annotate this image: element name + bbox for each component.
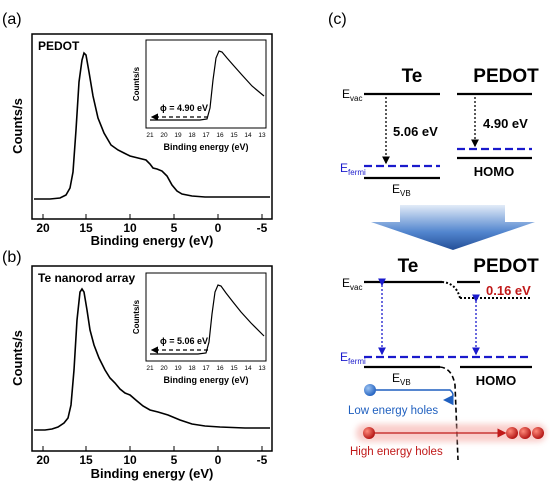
sample-label: PEDOT [38, 39, 80, 53]
x-tick-label: 20 [36, 221, 50, 235]
inset-tick: 15 [230, 365, 238, 372]
pedot-label: PEDOT [473, 256, 539, 277]
evac-label: Evac [342, 87, 362, 103]
spectrum-b: Te nanorod array Counts/s Binding energy… [10, 265, 273, 481]
x-tick-label: 20 [36, 453, 50, 467]
phi-label: ϕ = 4.90 eV [160, 103, 208, 113]
inset-tick: 18 [188, 132, 196, 139]
inset-tick: 17 [202, 132, 210, 139]
homo-label: HOMO [476, 373, 516, 388]
band-diagram-after: Te PEDOT Evac 0.16 eV Efermi EVB HOMO Lo… [340, 256, 546, 461]
inset-tick: 16 [216, 365, 224, 372]
inset-frame [145, 39, 267, 129]
inset-tick: 19 [174, 365, 182, 372]
pedot-wf-value: 4.90 eV [483, 116, 528, 131]
inset-tick: 21 [146, 132, 154, 139]
te-label: Te [398, 256, 419, 277]
x-axis-label: Binding energy (eV) [91, 233, 214, 248]
inset-a: Counts/s Binding energy (eV) 21 20 19 18… [132, 39, 267, 152]
x-tick-labels: 20 15 10 5 0 -5 [36, 221, 267, 235]
high-energy-hole [532, 427, 544, 439]
te-wf-value: 5.06 eV [393, 124, 438, 139]
panel-label-c: (c) [328, 11, 347, 28]
evac-label: Evac [342, 276, 362, 292]
x-tick-label: 0 [215, 221, 222, 235]
x-tick-label: 5 [171, 453, 178, 467]
x-tick-labels: 20 15 10 5 0 -5 [36, 453, 267, 467]
low-holes-label: Low energy holes [348, 405, 438, 417]
high-energy-hole [519, 427, 531, 439]
phi-label: ϕ = 5.06 eV [160, 336, 208, 346]
evac-bend [441, 281, 461, 299]
inset-tick: 17 [202, 365, 210, 372]
x-tick-label: -5 [257, 453, 268, 467]
efermi-label: Efermi [340, 350, 366, 366]
panel-label-a: (a) [2, 11, 22, 28]
x-tick-label: -5 [257, 221, 268, 235]
inset-x-label: Binding energy (eV) [163, 375, 248, 385]
sample-label: Te nanorod array [38, 271, 135, 285]
inset-tick: 18 [188, 365, 196, 372]
pedot-label: PEDOT [473, 66, 539, 87]
high-energy-hole [363, 427, 375, 439]
x-tick-label: 10 [123, 453, 137, 467]
efermi-label: Efermi [340, 161, 366, 177]
inset-y-label: Counts/s [132, 299, 141, 334]
inset-tick: 19 [174, 132, 182, 139]
high-holes-label: High energy holes [350, 446, 443, 458]
inset-tick: 13 [258, 365, 266, 372]
x-ticks [42, 214, 263, 219]
panel-label-b: (b) [2, 249, 22, 266]
x-tick-label: 5 [171, 221, 178, 235]
x-tick-label: 0 [215, 453, 222, 467]
low-energy-hole [364, 384, 376, 396]
plot-frame [31, 33, 273, 220]
inset-tick: 13 [258, 132, 266, 139]
inset-curve [150, 284, 265, 355]
x-tick-label: 10 [123, 221, 137, 235]
plot-frame [31, 265, 273, 452]
evb-label: EVB [392, 371, 411, 387]
x-ticks [42, 446, 263, 451]
shift-value: 0.16 eV [486, 283, 531, 298]
inset-tick: 15 [230, 132, 238, 139]
te-label: Te [402, 66, 423, 87]
low-energy-hole-path [376, 389, 454, 406]
inset-tick: 14 [244, 365, 252, 372]
inset-tick: 20 [160, 365, 168, 372]
inset-tick: 14 [244, 132, 252, 139]
spectrum-curve [34, 51, 270, 200]
vb-bend [439, 366, 459, 461]
inset-y-label: Counts/s [132, 66, 141, 101]
y-axis-label: Counts/s [10, 330, 25, 386]
x-tick-label: 15 [79, 453, 93, 467]
x-axis-label: Binding energy (eV) [91, 466, 214, 481]
x-tick-label: 15 [79, 221, 93, 235]
y-axis-label: Counts/s [10, 98, 25, 154]
spectrum-a: PEDOT Counts/s Binding energy (eV) 20 15… [10, 33, 273, 248]
band-diagram-before: Te PEDOT Evac 5.06 eV 4.90 eV Efermi EVB… [340, 66, 539, 198]
inset-curve [150, 50, 265, 121]
spectrum-curve [34, 287, 270, 431]
transition-arrow [371, 205, 535, 250]
inset-x-label: Binding energy (eV) [163, 142, 248, 152]
evb-label: EVB [392, 182, 411, 198]
inset-tick: 20 [160, 132, 168, 139]
high-energy-hole [506, 427, 518, 439]
inset-tick: 16 [216, 132, 224, 139]
inset-frame [145, 272, 267, 362]
inset-tick: 21 [146, 365, 154, 372]
inset-b: Counts/s Binding energy (eV) 21 20 19 18… [132, 272, 267, 385]
homo-label: HOMO [474, 164, 514, 179]
